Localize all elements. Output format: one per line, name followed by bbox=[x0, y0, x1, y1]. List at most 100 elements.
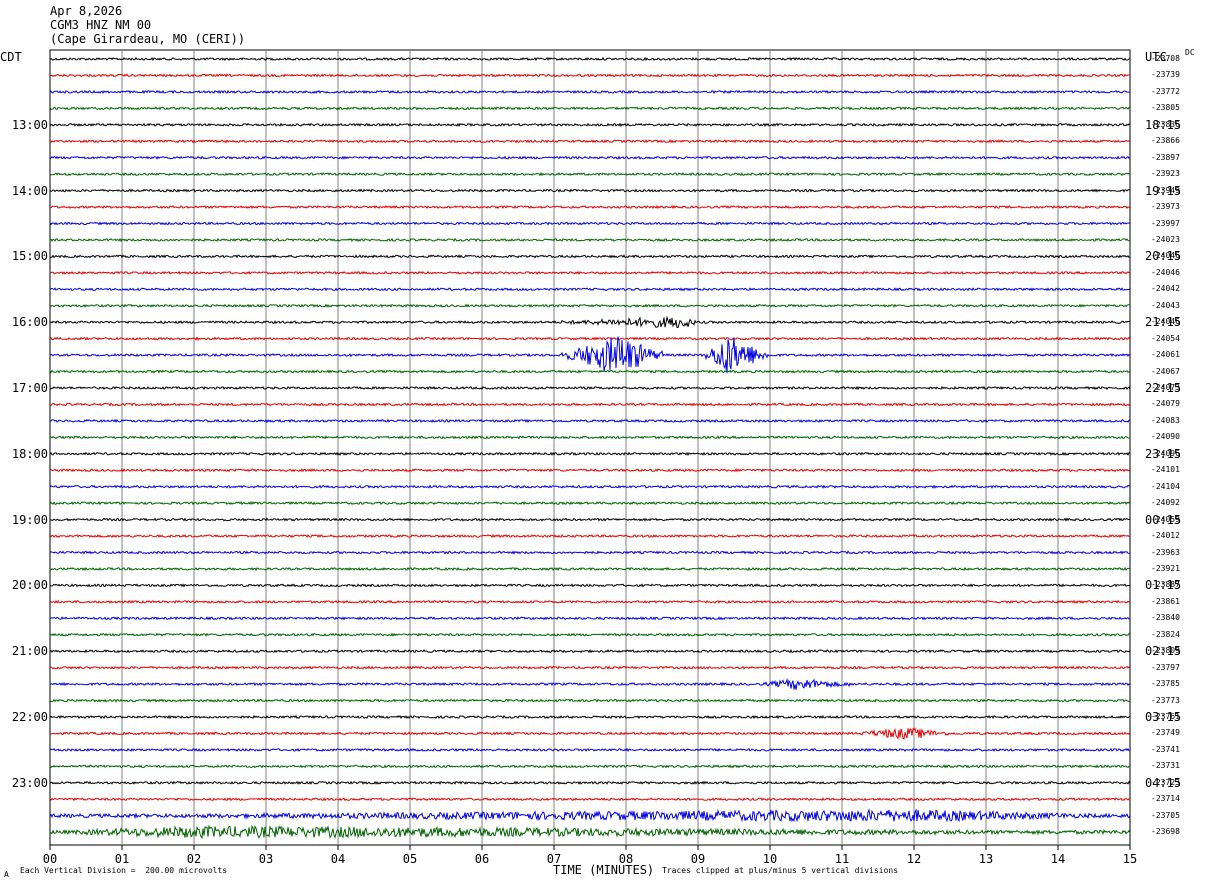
dc-offset-label-40: -23761 bbox=[1151, 712, 1180, 721]
right-hour-label-5: 23:15 bbox=[1145, 446, 1182, 461]
seismic-trace-7 bbox=[49, 171, 1131, 177]
dc-offset-label-16: -24046 bbox=[1151, 317, 1180, 327]
dc-offset-label-14: -24042 bbox=[1151, 284, 1180, 294]
dc-offset-label-11: -24023 bbox=[1151, 234, 1180, 244]
dc-offset-label-9: -23973 bbox=[1151, 202, 1180, 212]
dc-offset-label-1: -23739 bbox=[1151, 70, 1180, 80]
dc-offset-label-36: -23809 bbox=[1151, 646, 1180, 656]
seismic-trace-17 bbox=[49, 336, 1131, 341]
x-tick-label-02: 02 bbox=[186, 852, 202, 866]
seismic-trace-47 bbox=[49, 824, 1131, 840]
dc-offset-label-4: -23836 bbox=[1151, 119, 1180, 129]
dc-offset-label-21: -24079 bbox=[1151, 399, 1180, 409]
seismic-trace-15 bbox=[49, 303, 1131, 308]
x-tick-label-03: 03 bbox=[258, 852, 274, 866]
seismic-trace-13 bbox=[49, 270, 1131, 276]
left-hour-label-2: 15:00 bbox=[11, 249, 48, 264]
seismic-trace-29 bbox=[49, 533, 1131, 539]
dc-offset-label-5: -23866 bbox=[1151, 136, 1180, 146]
division-note: Each Vertical Division = 200.00 microvol… bbox=[20, 866, 228, 875]
seismic-trace-45 bbox=[49, 797, 1131, 802]
left-hour-label-0: 13:00 bbox=[11, 117, 48, 132]
right-hour-label-9: 03:15 bbox=[1145, 710, 1182, 724]
seismic-trace-19 bbox=[49, 369, 1131, 374]
dc-offset-label-25: -24101 bbox=[1151, 465, 1180, 475]
x-tick-label-10: 10 bbox=[762, 852, 778, 866]
seismic-trace-22 bbox=[49, 418, 1131, 424]
left-hour-label-4: 17:00 bbox=[11, 381, 48, 395]
x-tick-label-08: 08 bbox=[618, 852, 634, 866]
header-station: CGM3 HNZ NM 00 bbox=[50, 18, 152, 32]
seismic-trace-27 bbox=[49, 500, 1131, 506]
seismic-trace-28 bbox=[49, 517, 1131, 522]
dc-offset-label-27: -24092 bbox=[1151, 498, 1180, 508]
seismic-trace-32 bbox=[49, 583, 1131, 588]
seismic-trace-14 bbox=[49, 287, 1131, 292]
x-tick-label-07: 07 bbox=[546, 852, 562, 866]
seismic-trace-36 bbox=[49, 648, 1131, 654]
seismic-trace-41 bbox=[49, 727, 1131, 740]
dc-offset-label-3: -23805 bbox=[1151, 103, 1180, 113]
seismic-trace-46 bbox=[49, 808, 1131, 823]
dc-offset-label-32: -23887 bbox=[1151, 580, 1180, 590]
seismic-trace-6 bbox=[49, 155, 1131, 160]
dc-offset-label-45: -23714 bbox=[1151, 794, 1180, 804]
x-tick-label-11: 11 bbox=[834, 852, 850, 866]
right-hour-label-6: 00:15 bbox=[1145, 512, 1182, 527]
dc-offset-label-42: -23741 bbox=[1151, 744, 1180, 754]
right-hour-label-0: 18:15 bbox=[1145, 117, 1182, 132]
left-hour-label-8: 21:00 bbox=[11, 644, 48, 659]
left-hour-label-1: 14:00 bbox=[11, 183, 48, 198]
dc-offset-label-19: -24067 bbox=[1151, 366, 1180, 376]
x-tick-label-12: 12 bbox=[906, 852, 922, 866]
corner-mark: A bbox=[4, 870, 9, 879]
dc-offset-label-47: -23698 bbox=[1151, 827, 1180, 837]
clip-note: Traces clipped at plus/minus 5 vertical … bbox=[662, 866, 899, 875]
right-hour-label-4: 22:15 bbox=[1145, 381, 1182, 395]
dc-offset-label-2: -23772 bbox=[1151, 86, 1180, 96]
dc-offset-label-22: -24083 bbox=[1151, 415, 1180, 425]
seismic-trace-24 bbox=[49, 451, 1131, 456]
seismic-trace-35 bbox=[49, 632, 1131, 637]
seismic-trace-30 bbox=[49, 550, 1130, 555]
dc-offset-label-20: -24073 bbox=[1151, 383, 1180, 392]
right-timezone-label: UTC bbox=[1145, 50, 1167, 64]
dc-offset-label-10: -23997 bbox=[1151, 218, 1180, 228]
dc-offset-label-0: -23708 bbox=[1151, 54, 1180, 63]
seismic-trace-42 bbox=[49, 747, 1131, 752]
seismic-trace-4 bbox=[49, 122, 1131, 128]
dc-offset-label-46: -23705 bbox=[1151, 810, 1180, 820]
dc-offset-label-23: -24090 bbox=[1151, 432, 1180, 442]
seismic-trace-11 bbox=[49, 237, 1131, 243]
dc-offset-label-43: -23731 bbox=[1151, 761, 1180, 771]
right-hour-label-7: 01:15 bbox=[1145, 578, 1182, 593]
right-hour-label-2: 20:15 bbox=[1145, 249, 1182, 264]
dc-offset-label-31: -23921 bbox=[1151, 563, 1180, 573]
seismic-trace-8 bbox=[49, 188, 1130, 193]
dc-offset-label-28: -24059 bbox=[1151, 514, 1180, 524]
seismic-trace-37 bbox=[49, 665, 1131, 670]
dc-offset-label-24: -24096 bbox=[1151, 448, 1180, 458]
seismic-trace-12 bbox=[49, 254, 1131, 259]
seismic-trace-23 bbox=[49, 435, 1131, 440]
left-hour-label-7: 20:00 bbox=[11, 578, 48, 593]
dc-offset-label-17: -24054 bbox=[1151, 333, 1180, 343]
left-timezone-label: CDT bbox=[0, 50, 22, 64]
dc-offset-label-39: -23773 bbox=[1151, 695, 1180, 705]
dc-offset-label-12: -24046 bbox=[1151, 251, 1180, 261]
dc-offset-label-30: -23963 bbox=[1151, 547, 1180, 557]
seismic-trace-26 bbox=[49, 484, 1131, 489]
dc-offset-label-8: -23949 bbox=[1151, 185, 1180, 195]
left-hour-label-6: 19:00 bbox=[11, 512, 48, 527]
dc-offset-label-44: -23723 bbox=[1151, 777, 1180, 787]
left-hour-label-5: 18:00 bbox=[11, 446, 48, 461]
seismic-trace-40 bbox=[49, 714, 1131, 720]
x-tick-label-09: 09 bbox=[690, 852, 706, 866]
dc-offset-label-13: -24046 bbox=[1151, 267, 1180, 277]
seismic-trace-33 bbox=[49, 599, 1131, 604]
dc-offset-label-7: -23923 bbox=[1151, 169, 1180, 179]
seismic-trace-18 bbox=[49, 336, 1131, 374]
x-tick-label-14: 14 bbox=[1050, 852, 1066, 866]
x-tick-label-05: 05 bbox=[402, 852, 418, 866]
right-hour-label-8: 02:15 bbox=[1145, 644, 1182, 659]
